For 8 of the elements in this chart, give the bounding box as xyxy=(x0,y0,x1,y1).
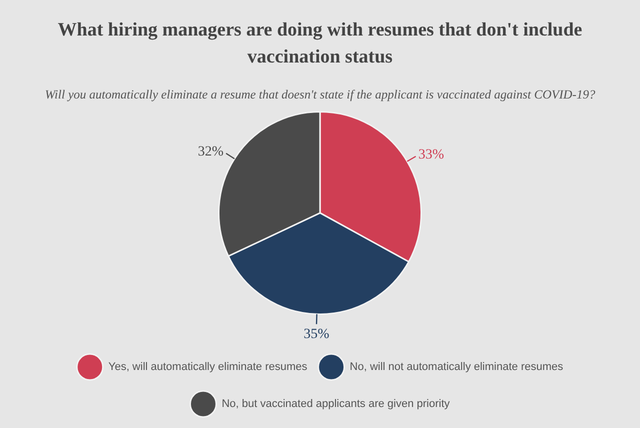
legend-label: Yes, will automatically eliminate resumes xyxy=(108,361,308,374)
data-label: 33% xyxy=(418,147,444,162)
legend-label: No, but vaccinated applicants are given priority xyxy=(222,398,450,410)
chart-subtitle: Will you automatically eliminate a resume that doesn't state if the applicant is vaccinated against COVID-19? xyxy=(44,88,596,102)
chart-title: What hiring managers are doing with resumes that don't include vaccination status xyxy=(58,19,582,68)
data-label: 32% xyxy=(198,144,224,160)
legend-label: No, will not automatically eliminate resumes xyxy=(350,361,564,374)
data-label: 35% xyxy=(304,326,330,342)
